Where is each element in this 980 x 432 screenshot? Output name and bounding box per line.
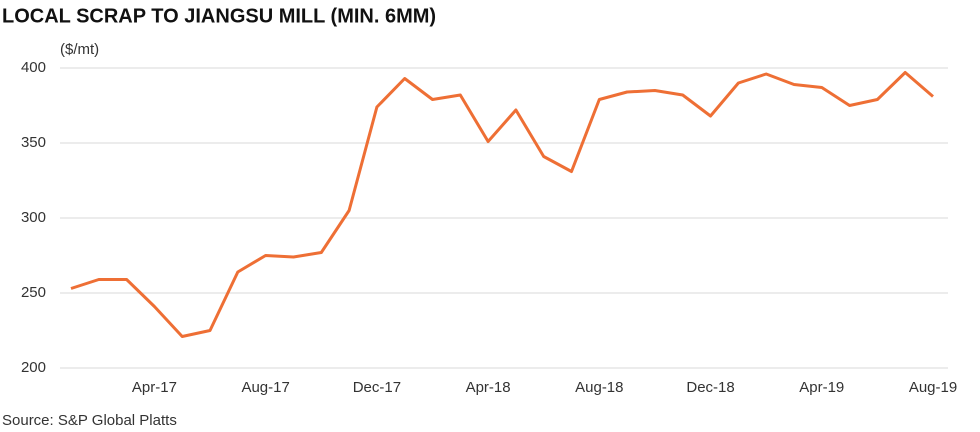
source: Source: S&P Global Platts xyxy=(2,412,177,429)
x-tick-label: Apr-19 xyxy=(799,379,844,396)
x-tick-label: Aug-18 xyxy=(575,379,623,396)
x-tick-label: Apr-17 xyxy=(132,379,177,396)
chart-title: LOCAL SCRAP TO JIANGSU MILL (MIN. 6MM) xyxy=(2,5,436,27)
y-tick-label: 300 xyxy=(21,209,46,226)
x-tick-label: Dec-17 xyxy=(353,379,401,396)
y-axis-label: ($/mt) xyxy=(60,41,99,58)
y-tick-label: 250 xyxy=(21,284,46,301)
y-tick-label: 200 xyxy=(21,359,46,376)
series-line xyxy=(70,71,934,338)
x-tick-label: Apr-18 xyxy=(466,379,511,396)
x-tick-label: Dec-18 xyxy=(686,379,734,396)
x-tick-label: Aug-17 xyxy=(241,379,289,396)
y-tick-label: 350 xyxy=(21,134,46,151)
x-tick-label: Aug-19 xyxy=(909,379,957,396)
y-tick-label: 400 xyxy=(21,59,46,76)
